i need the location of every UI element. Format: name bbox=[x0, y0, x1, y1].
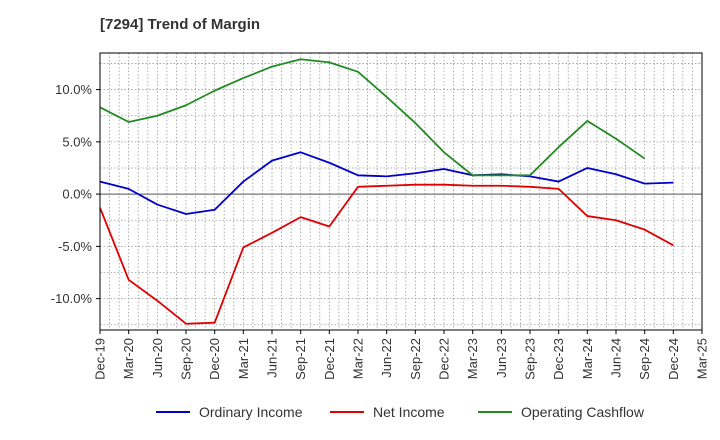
x-tick-label: Mar-23 bbox=[465, 338, 480, 379]
y-tick-label: -5.0% bbox=[58, 239, 92, 254]
x-tick-label: Dec-21 bbox=[322, 338, 337, 380]
y-tick-label: 0.0% bbox=[62, 187, 92, 202]
x-tick-label: Mar-25 bbox=[695, 338, 710, 379]
x-tick-label: Sep-20 bbox=[179, 338, 194, 380]
legend: Ordinary Income Net Income Operating Cas… bbox=[0, 404, 720, 426]
series-line-operating-cashflow bbox=[99, 58, 646, 177]
x-axis: Dec-19 Mar-20 Jun-20 Sep-20 Dec-20 Mar-21 Jun-… bbox=[93, 330, 710, 380]
legend-swatch-net-income bbox=[330, 411, 364, 413]
legend-swatch-operating-cashflow bbox=[478, 411, 512, 413]
x-tick-label: Mar-24 bbox=[580, 338, 595, 379]
chart-title: [7294] Trend of Margin bbox=[100, 16, 261, 33]
series-line-ordinary-income bbox=[99, 151, 674, 215]
legend-label-operating-cashflow: Operating Cashflow bbox=[521, 404, 644, 420]
x-tick-label: Dec-23 bbox=[551, 338, 566, 380]
x-tick-label: Jun-23 bbox=[494, 338, 509, 378]
legend-swatch-ordinary-income bbox=[156, 411, 190, 413]
y-tick-label: -10.0% bbox=[51, 291, 93, 306]
x-tick-label: Mar-22 bbox=[351, 338, 366, 379]
y-axis: 10.0% 5.0% 0.0% -5.0% -10.0% bbox=[51, 82, 100, 306]
plot-frame bbox=[99, 52, 703, 331]
x-tick-label: Sep-22 bbox=[408, 338, 423, 380]
x-tick-label: Dec-24 bbox=[666, 338, 681, 380]
x-tick-label: Sep-21 bbox=[293, 338, 308, 380]
x-tick-label: Sep-24 bbox=[637, 338, 652, 380]
legend-item-ordinary-income: Ordinary Income bbox=[156, 404, 302, 420]
series-lines bbox=[99, 58, 674, 325]
series-line-net-income bbox=[99, 183, 674, 325]
y-tick-label: 5.0% bbox=[62, 134, 92, 149]
y-tick-label: 10.0% bbox=[55, 82, 92, 97]
x-tick-label: Dec-20 bbox=[207, 338, 222, 380]
legend-item-operating-cashflow: Operating Cashflow bbox=[478, 404, 644, 420]
x-tick-label: Mar-20 bbox=[121, 338, 136, 379]
x-tick-label: Jun-21 bbox=[265, 338, 280, 378]
x-tick-label: Dec-22 bbox=[437, 338, 452, 380]
x-tick-label: Jun-24 bbox=[609, 338, 624, 378]
x-tick-label: Mar-21 bbox=[236, 338, 251, 379]
x-tick-label: Jun-20 bbox=[150, 338, 165, 378]
x-tick-label: Jun-22 bbox=[379, 338, 394, 378]
grid-lines bbox=[100, 53, 702, 330]
x-tick-label: Sep-23 bbox=[523, 338, 538, 380]
legend-label-net-income: Net Income bbox=[373, 404, 445, 420]
legend-item-net-income: Net Income bbox=[330, 404, 445, 420]
legend-label-ordinary-income: Ordinary Income bbox=[199, 404, 303, 420]
x-tick-label: Dec-19 bbox=[93, 338, 108, 380]
